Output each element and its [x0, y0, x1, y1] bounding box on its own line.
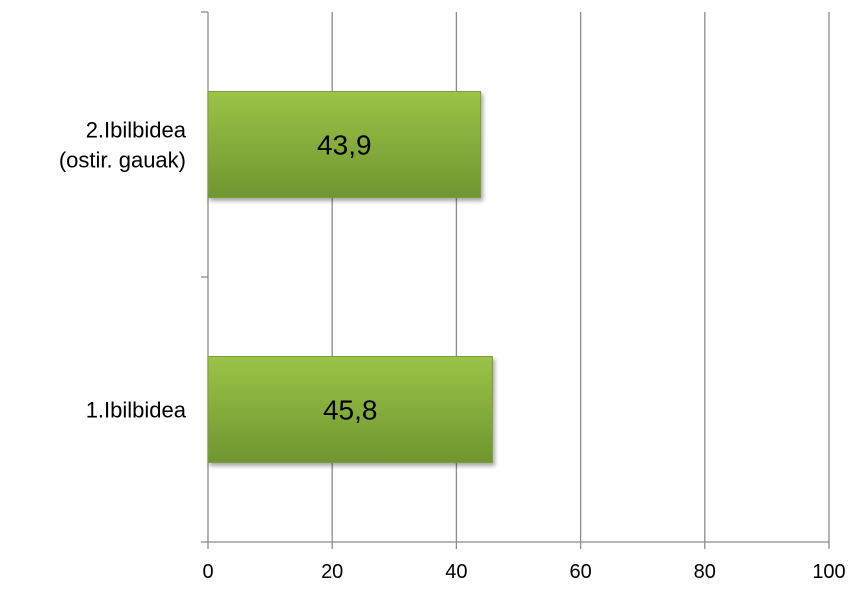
data-label-1: 43,9	[317, 130, 372, 161]
x-tick-label-80: 80	[694, 561, 716, 583]
category-label-1-line-2: (ostir. gauak)	[59, 148, 186, 173]
x-tick-label-20: 20	[321, 561, 343, 583]
bars	[207, 91, 493, 463]
data-label-2: 45,8	[323, 395, 378, 426]
x-tick-label-100: 100	[812, 561, 845, 583]
x-tick-label-60: 60	[569, 561, 591, 583]
category-label-1-line-1: 2.Ibilbidea	[86, 118, 187, 143]
x-tick-label-0: 0	[202, 561, 213, 583]
bar-1	[207, 91, 482, 198]
x-tick-label-40: 40	[445, 561, 467, 583]
bar-2	[207, 356, 493, 463]
labels: 0 20 40 60 80 100 43,9 2.Ibilbidea (ostir. gauak…	[59, 118, 846, 584]
category-label-2-line-1: 1.Ibilbidea	[86, 398, 187, 423]
